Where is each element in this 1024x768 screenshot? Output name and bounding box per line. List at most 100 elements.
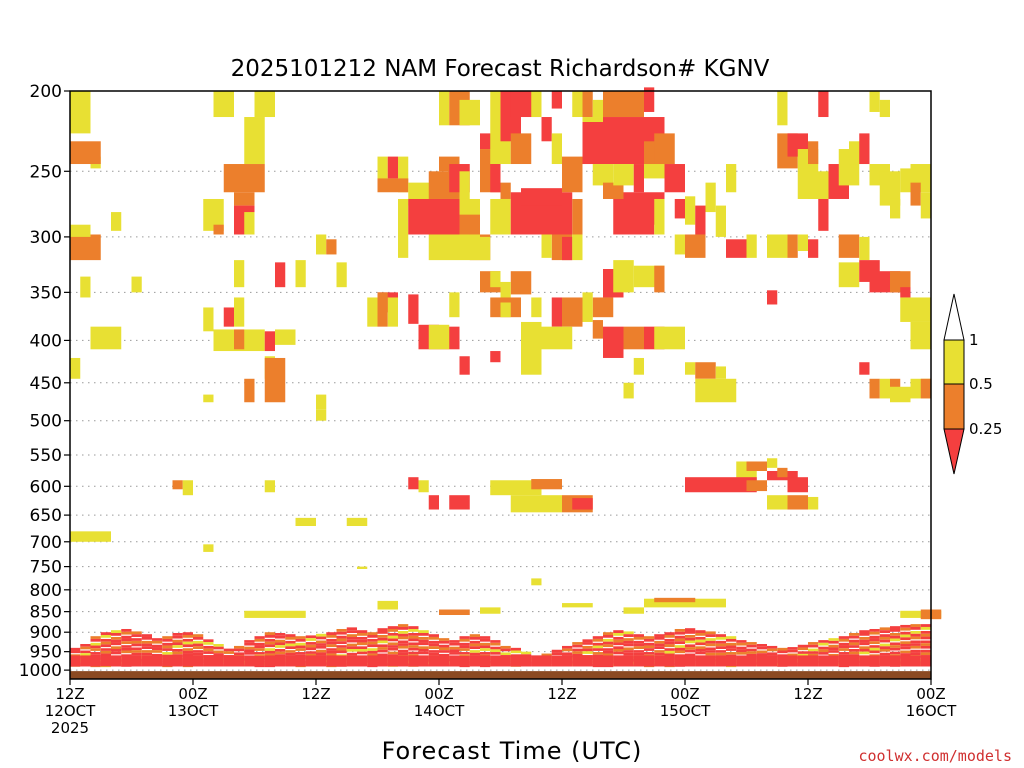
low-cell-red (685, 628, 696, 632)
low-cell-red (562, 645, 573, 649)
cell-orange (244, 378, 255, 403)
cell-orange (603, 182, 624, 199)
low-cell-orange (182, 648, 193, 651)
low-cell-red (193, 655, 204, 667)
low-cell-orange (890, 633, 901, 636)
legend-bin-orange (943, 383, 965, 430)
cell-red (428, 495, 439, 510)
low-cell-orange (172, 639, 183, 643)
low-cell-red (131, 652, 142, 656)
low-cell-yellow (193, 640, 204, 644)
low-cell-red (633, 652, 644, 656)
low-cell-red (490, 646, 501, 650)
low-cell-orange (654, 650, 665, 653)
low-cell-red (859, 642, 870, 646)
low-cell-orange (387, 651, 398, 655)
cell-orange (234, 329, 245, 350)
low-cell-red (264, 644, 275, 648)
low-cell-red (490, 655, 501, 667)
y-tick-label: 450 (30, 374, 62, 394)
low-cell-red (234, 652, 245, 656)
cell-orange (500, 182, 511, 199)
cell-yellow (70, 91, 91, 134)
low-cell-orange (900, 650, 911, 654)
cell-orange (562, 156, 583, 193)
cell-yellow (715, 366, 726, 379)
low-cell-red (685, 631, 696, 634)
cell-orange (838, 234, 860, 258)
low-cell-red (80, 655, 91, 667)
low-cell-yellow (582, 651, 593, 654)
low-cell-red (90, 638, 101, 642)
y-tick-label: 750 (30, 558, 62, 578)
low-cell-red (767, 655, 778, 667)
cell-orange (213, 224, 224, 235)
cell-yellow (70, 357, 81, 379)
cell-red (408, 198, 460, 235)
low-cell-orange (121, 650, 132, 654)
cell-orange (654, 597, 696, 603)
low-cell-red (264, 650, 275, 654)
low-cell-red (613, 651, 624, 655)
low-cell-red (859, 633, 870, 636)
low-cell-orange (623, 638, 634, 641)
low-cell-orange (264, 653, 275, 657)
low-cell-yellow (480, 648, 491, 651)
low-cell-orange (664, 666, 675, 668)
low-cell-red (910, 652, 921, 656)
low-cell-red (828, 640, 839, 644)
low-cell-orange (715, 643, 726, 647)
low-cell-yellow (500, 652, 511, 656)
cell-yellow (623, 382, 634, 399)
low-cell-red (387, 633, 398, 636)
low-cell-red (910, 655, 921, 667)
low-cell-red (408, 633, 419, 636)
low-cell-orange (295, 648, 306, 651)
low-cell-orange (705, 643, 716, 647)
low-cell-yellow (890, 638, 901, 642)
low-cell-red (480, 636, 491, 639)
low-cell-yellow (818, 642, 829, 646)
low-cell-red (756, 655, 767, 667)
low-cell-red (869, 635, 880, 639)
cell-yellow (879, 99, 890, 118)
low-cell-orange (264, 632, 275, 635)
low-cell-orange (603, 653, 614, 657)
low-cell-orange (203, 648, 214, 652)
low-cell-orange (305, 653, 316, 657)
low-cell-red (818, 655, 829, 667)
low-cell-orange (111, 646, 122, 649)
cell-yellow (674, 234, 685, 255)
low-cell-yellow (623, 631, 634, 635)
low-cell-red (746, 653, 757, 657)
plot-frame (69, 90, 932, 680)
low-cell-orange (398, 624, 409, 627)
low-cell-yellow (418, 630, 429, 634)
cell-yellow (705, 182, 716, 213)
cell-yellow (480, 236, 491, 261)
low-cell-red (890, 651, 901, 655)
low-cell-red (469, 636, 480, 640)
low-cell-orange (603, 644, 614, 648)
low-cell-yellow (510, 650, 521, 654)
cell-yellow (562, 603, 593, 608)
low-cell-orange (459, 648, 470, 651)
low-cell-red (920, 649, 931, 653)
cell-orange (808, 141, 819, 165)
low-cell-red (264, 638, 275, 642)
low-cell-red (152, 638, 163, 641)
low-cell-red (459, 645, 470, 649)
low-cell-red (398, 640, 409, 644)
low-cell-red (346, 636, 357, 640)
low-cell-orange (695, 646, 706, 649)
cell-yellow (572, 91, 583, 118)
cell-yellow (70, 224, 91, 237)
low-cell-red (70, 655, 81, 667)
low-cell-red (80, 650, 91, 654)
low-cell-orange (849, 633, 860, 636)
low-cell-orange (633, 636, 644, 640)
low-cell-red (234, 648, 245, 652)
low-cell-yellow (213, 644, 224, 647)
low-cell-orange (326, 653, 337, 657)
low-cell-red (613, 655, 624, 667)
